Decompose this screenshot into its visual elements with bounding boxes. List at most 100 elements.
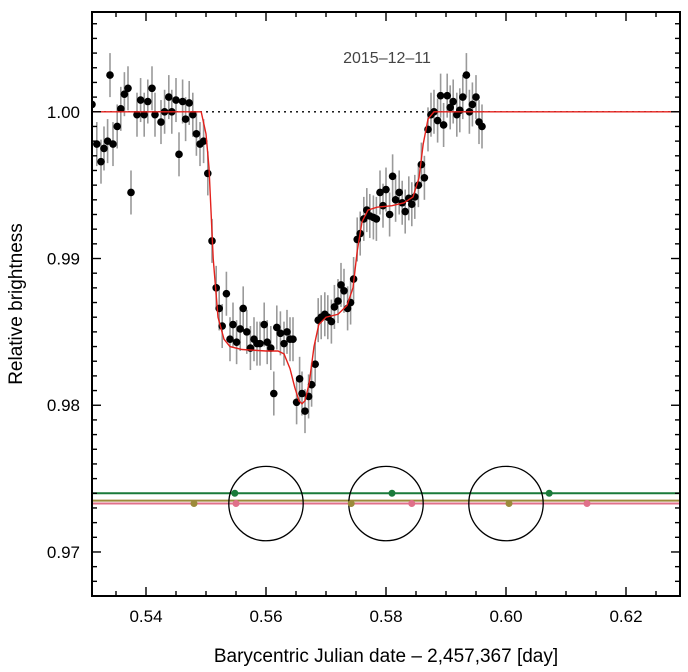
x-axis-label: Barycentric Julian date – 2,457,367 [day… <box>214 646 558 667</box>
data-point-91 <box>401 207 410 216</box>
data-point-37 <box>226 335 234 344</box>
data-point-52 <box>276 329 285 338</box>
plot-area <box>92 53 680 542</box>
data-point-110 <box>462 71 471 79</box>
data-point-16 <box>148 84 156 93</box>
data-point-59 <box>298 389 306 398</box>
data-point-79 <box>363 206 371 214</box>
data-point-60 <box>301 407 309 415</box>
data-point-7 <box>113 122 121 131</box>
overlay-point-5 <box>505 500 513 508</box>
data-point-3 <box>100 144 108 153</box>
data-point-84 <box>379 201 387 210</box>
y-axis-label: Relative brightness <box>6 223 27 385</box>
data-point-71 <box>337 281 345 289</box>
data-point-49 <box>267 344 275 352</box>
data-point-41 <box>239 304 247 313</box>
data-point-113 <box>472 93 480 101</box>
axis-ticks: 0.54 0.56 0.58 0.60 0.62 0.97 0.98 0.99 1.00 <box>47 12 680 626</box>
data-point-24 <box>178 97 187 106</box>
data-point-17 <box>151 110 159 119</box>
plot-content <box>92 53 680 542</box>
data-point-104 <box>443 91 452 100</box>
y-tick-label-2: 0.99 <box>47 250 80 269</box>
data-point-8 <box>117 105 125 113</box>
data-point-86 <box>385 210 394 219</box>
data-point-101 <box>433 116 442 125</box>
data-point-1 <box>93 140 101 148</box>
y-tick-label-0: 0.97 <box>47 543 80 562</box>
data-point-108 <box>456 106 464 115</box>
overlay-point-6 <box>232 500 240 508</box>
data-point-96 <box>417 160 426 169</box>
data-point-30 <box>199 137 208 145</box>
x-tick-label-3: 0.60 <box>489 607 522 626</box>
date-label: 2015–12–11 <box>343 50 431 67</box>
data-point-31 <box>204 169 212 178</box>
data-point-54 <box>283 328 291 336</box>
data-point-50 <box>270 389 278 398</box>
data-point-42 <box>243 328 251 336</box>
data-point-63 <box>311 360 320 368</box>
data-point-48 <box>263 338 272 346</box>
data-point-68 <box>327 317 336 326</box>
data-point-109 <box>459 93 467 101</box>
x-tick-label-4: 0.62 <box>609 607 642 626</box>
data-point-36 <box>222 289 231 298</box>
overlay-point-7 <box>408 500 416 508</box>
overlay-point-4 <box>347 500 355 508</box>
orbit-circle-2 <box>468 465 544 542</box>
data-point-12 <box>133 110 141 119</box>
y-tick-label-3: 1.00 <box>47 103 80 122</box>
overlay-point-1 <box>388 489 396 497</box>
overlay-point-0 <box>231 489 239 497</box>
data-point-112 <box>468 100 477 109</box>
data-point-39 <box>232 338 241 346</box>
overlay-point-2 <box>545 489 553 497</box>
data-point-13 <box>136 96 145 104</box>
data-point-89 <box>395 188 404 197</box>
model-curve <box>92 111 680 405</box>
data-point-87 <box>388 172 397 181</box>
data-point-9 <box>120 90 129 98</box>
y-tick-label-1: 0.98 <box>47 396 80 415</box>
data-point-6 <box>109 140 117 148</box>
data-point-38 <box>229 320 237 329</box>
data-point-25 <box>181 115 190 123</box>
data-point-105 <box>446 103 455 112</box>
data-point-53 <box>280 339 288 348</box>
data-point-70 <box>334 297 342 305</box>
data-point-82 <box>372 215 381 223</box>
data-point-56 <box>289 335 297 344</box>
data-point-23 <box>175 150 183 159</box>
data-point-15 <box>144 97 152 106</box>
overlay-point-8 <box>583 500 591 508</box>
data-point-47 <box>260 320 269 329</box>
data-point-58 <box>295 375 304 383</box>
data-point-83 <box>376 188 384 197</box>
data-point-14 <box>140 110 148 119</box>
data-point-106 <box>449 97 458 106</box>
data-point-28 <box>192 129 201 138</box>
data-point-20 <box>165 93 173 101</box>
data-point-2 <box>97 157 105 166</box>
data-point-22 <box>172 96 180 104</box>
x-tick-label-2: 0.58 <box>369 607 402 626</box>
data-point-85 <box>382 185 390 194</box>
data-point-11 <box>127 188 135 197</box>
data-point-102 <box>436 91 445 100</box>
data-point-72 <box>340 286 348 295</box>
x-tick-label-1: 0.56 <box>249 607 282 626</box>
orbit-circle-0 <box>228 465 304 542</box>
data-point-18 <box>157 118 165 126</box>
data-point-51 <box>273 323 281 332</box>
data-point-93 <box>408 200 416 209</box>
data-point-26 <box>185 99 193 107</box>
data-point-97 <box>420 174 429 182</box>
data-point-5 <box>106 71 114 79</box>
data-point-115 <box>478 122 486 131</box>
data-point-69 <box>330 303 339 311</box>
data-point-10 <box>124 84 132 93</box>
data-point-88 <box>391 196 400 204</box>
